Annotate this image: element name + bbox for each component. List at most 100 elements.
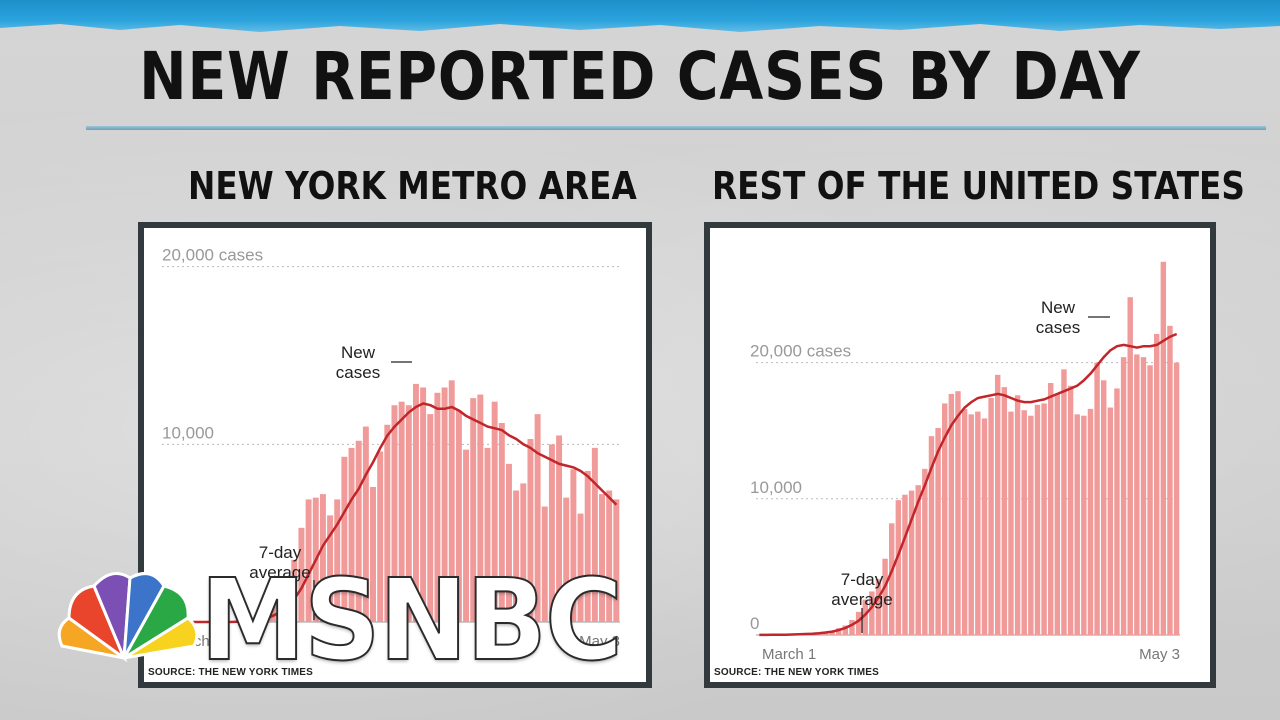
- source-label-us: SOURCE: THE NEW YORK TIMES: [714, 667, 880, 678]
- bar: [849, 620, 855, 635]
- bar: [1127, 297, 1133, 635]
- bar: [548, 444, 555, 622]
- bar: [915, 485, 921, 635]
- x-tick-label: May 3: [1139, 646, 1180, 663]
- bar: [988, 398, 994, 635]
- bar: [1134, 354, 1140, 635]
- headline: NEW REPORTED CASES BY DAY: [139, 38, 1141, 115]
- bar: [377, 451, 384, 622]
- bar: [584, 470, 591, 622]
- y-tick-label: 10,000: [162, 423, 214, 442]
- bar: [995, 374, 1001, 635]
- chart-title-us: REST OF THE UNITED STATES: [712, 164, 1245, 208]
- bar: [1154, 333, 1160, 635]
- title-divider: [86, 126, 1266, 130]
- bar: [922, 468, 928, 635]
- bar: [613, 499, 620, 622]
- bar: [935, 427, 941, 635]
- bar: [284, 581, 291, 622]
- bar: [1173, 362, 1180, 635]
- bar: [484, 447, 491, 622]
- bar: [441, 387, 448, 622]
- bar: [1028, 415, 1034, 635]
- bar: [1114, 388, 1120, 635]
- bar: [384, 424, 391, 622]
- bar: [889, 523, 895, 635]
- bar: [1021, 410, 1027, 635]
- average-line: [759, 332, 1178, 637]
- bar: [334, 499, 341, 622]
- bar: [470, 398, 477, 622]
- bar: [455, 410, 462, 622]
- bar: [319, 494, 326, 622]
- bar: [491, 401, 498, 622]
- torn-edge: [0, 24, 1280, 40]
- bar: [599, 494, 605, 622]
- bar: [277, 595, 283, 622]
- top-banner: [0, 0, 1280, 40]
- y-tick-label: 10,000: [750, 478, 802, 497]
- bar: [398, 401, 405, 622]
- bar: [370, 486, 376, 622]
- bar: [829, 630, 835, 635]
- bar: [591, 447, 598, 622]
- bar: [961, 408, 968, 635]
- bar: [412, 383, 419, 622]
- bar: [262, 609, 269, 622]
- bar: [1140, 357, 1147, 635]
- bar: [1008, 411, 1014, 635]
- bar: [420, 387, 427, 622]
- bar: [520, 483, 527, 622]
- bar: [1074, 414, 1080, 635]
- x-tick-label: May 3: [579, 633, 620, 650]
- bar: [902, 494, 908, 635]
- bar: [434, 392, 441, 622]
- bar: [895, 500, 902, 635]
- bar: [1048, 383, 1054, 635]
- bar: [836, 628, 842, 635]
- bar: [606, 490, 613, 622]
- bar: [362, 426, 369, 622]
- bar: [1101, 380, 1107, 635]
- bar: [448, 380, 455, 622]
- bar: [355, 440, 362, 622]
- bar: [948, 393, 955, 635]
- bar: [908, 490, 915, 635]
- new-cases-annotation: New cases: [336, 343, 380, 382]
- bar: [855, 611, 862, 635]
- bar: [968, 414, 974, 635]
- bar: [341, 456, 348, 622]
- bar: [498, 423, 505, 622]
- bar: [563, 497, 570, 622]
- msnbc-wordmark: MSNBC: [199, 555, 624, 687]
- bar: [862, 599, 868, 635]
- bar: [869, 591, 875, 635]
- bar: [1120, 357, 1127, 635]
- bar: [928, 436, 935, 635]
- bar: [1067, 385, 1074, 635]
- bar: [541, 506, 548, 622]
- bar: [534, 414, 541, 622]
- bar: [942, 403, 948, 635]
- bar: [981, 418, 988, 635]
- bar: [875, 579, 882, 635]
- peacock-logo-icon: [57, 572, 199, 663]
- bar: [577, 513, 584, 622]
- bar: [405, 405, 412, 622]
- bar: [348, 447, 355, 622]
- bar: [305, 499, 312, 622]
- bar: [975, 411, 981, 635]
- bar: [1107, 407, 1114, 635]
- seven-day-average-annotation: 7-day average: [831, 570, 892, 609]
- bar: [842, 625, 849, 635]
- bar: [1160, 261, 1167, 635]
- bar: [327, 515, 334, 622]
- bar: [1034, 404, 1041, 635]
- source-label-nyc: SOURCE: THE NEW YORK TIMES: [148, 667, 314, 678]
- bar: [269, 602, 276, 622]
- bar: [1081, 415, 1087, 635]
- seven-day-average-annotation: 7-day average: [249, 543, 310, 582]
